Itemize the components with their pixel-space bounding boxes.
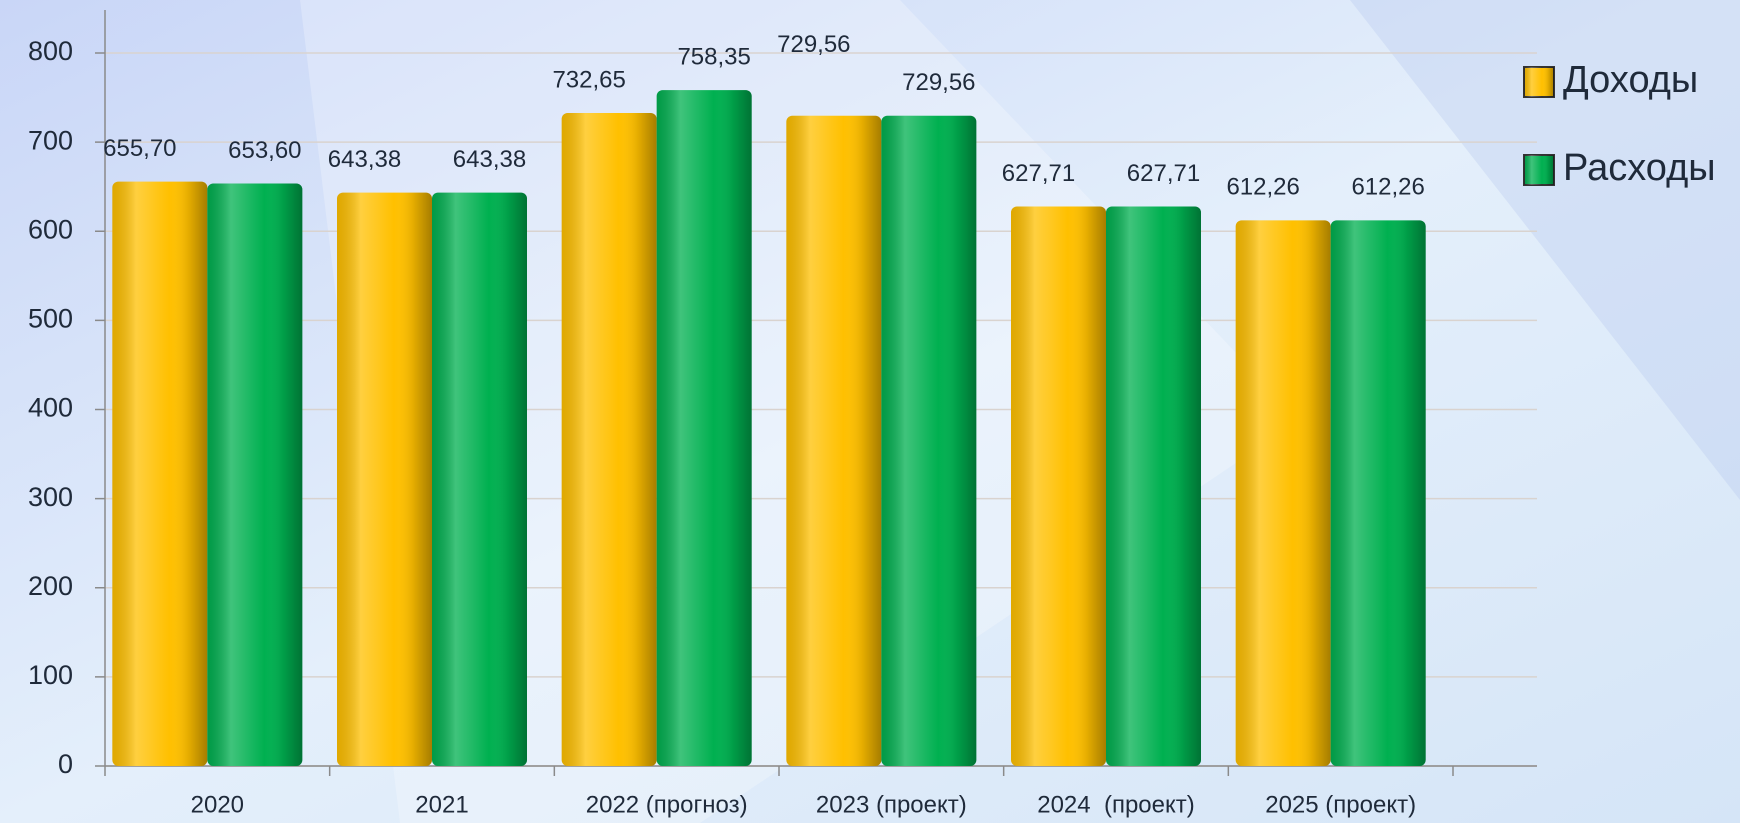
value-label: 758,35 [677,43,750,70]
bar-shade [786,115,882,766]
bar-shade [1330,220,1426,767]
y-tick-label: 200 [28,571,73,601]
value-label: 612,26 [1226,174,1299,201]
bar-shade [1106,206,1201,766]
value-label: 627,71 [1002,160,1075,187]
bar-shade [112,181,208,767]
y-tick-label: 800 [28,36,73,66]
x-tick-label: 2021 [415,791,468,818]
value-label: 643,38 [328,146,401,173]
x-tick-label: 2020 [191,791,244,818]
y-tick-label: 0 [58,749,73,779]
background-shape [1350,0,1740,500]
y-tick-label: 500 [28,304,73,334]
bar-shade [432,192,527,766]
value-label: 643,38 [453,146,526,173]
x-tick-label: 2025 (проект) [1265,791,1416,818]
legend-label: Доходы [1563,59,1698,101]
bar-shade [207,183,303,766]
value-label: 732,65 [552,66,625,93]
value-label: 627,71 [1127,160,1200,187]
legend-swatch-shade [1524,67,1554,97]
y-tick-label: 400 [28,393,73,423]
bar-shade [337,192,432,766]
x-tick-label: 2023 (проект) [816,791,967,818]
bar-shade [656,90,752,767]
value-label: 729,56 [902,69,975,96]
bar-shade [561,113,657,766]
y-tick-label: 700 [28,125,73,155]
value-label: 729,56 [777,31,850,58]
legend-label: Расходы [1563,147,1716,189]
y-tick-label: 600 [28,214,73,244]
bar-shade [881,115,977,766]
value-label: 655,70 [103,135,176,162]
x-tick-label: 2024 (проект) [1037,791,1195,818]
legend-swatch-shade [1524,155,1554,185]
x-tick-label: 2022 (прогноз) [586,791,748,818]
bar-shade [1235,220,1331,767]
bar-shade [1011,206,1106,766]
y-tick-label: 300 [28,482,73,512]
value-label: 653,60 [228,137,301,164]
y-tick-label: 100 [28,660,73,690]
value-label: 612,26 [1351,174,1424,201]
